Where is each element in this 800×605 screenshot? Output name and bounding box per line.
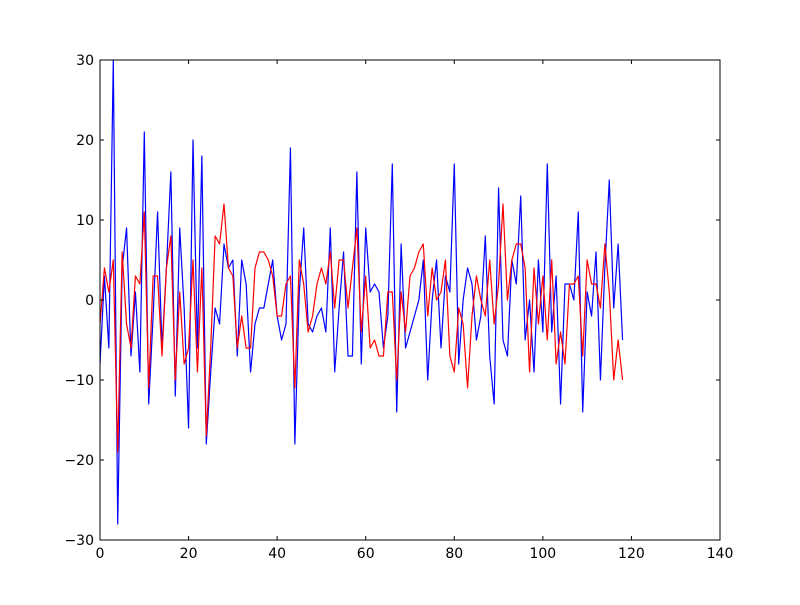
y-tick-label: 0 xyxy=(85,293,94,309)
series-line-1 xyxy=(100,60,624,525)
x-tick-label: 80 xyxy=(445,546,463,562)
series-line-2 xyxy=(100,203,624,453)
y-tick-label: 20 xyxy=(76,133,94,149)
x-tick-label: 20 xyxy=(180,546,198,562)
y-tick-label: −10 xyxy=(64,373,94,389)
y-tick-label: −30 xyxy=(64,533,94,549)
x-tick-label: 140 xyxy=(707,546,734,562)
x-tick-label: 100 xyxy=(529,546,556,562)
plot-area-frame xyxy=(99,59,721,541)
x-tick-label: 120 xyxy=(618,546,645,562)
y-tick-label: 10 xyxy=(76,213,94,229)
y-tick-label: 30 xyxy=(76,53,94,69)
x-tick-label: 40 xyxy=(268,546,286,562)
x-tick-label: 0 xyxy=(96,546,105,562)
y-tick-label: −20 xyxy=(64,453,94,469)
x-tick-label: 60 xyxy=(357,546,375,562)
